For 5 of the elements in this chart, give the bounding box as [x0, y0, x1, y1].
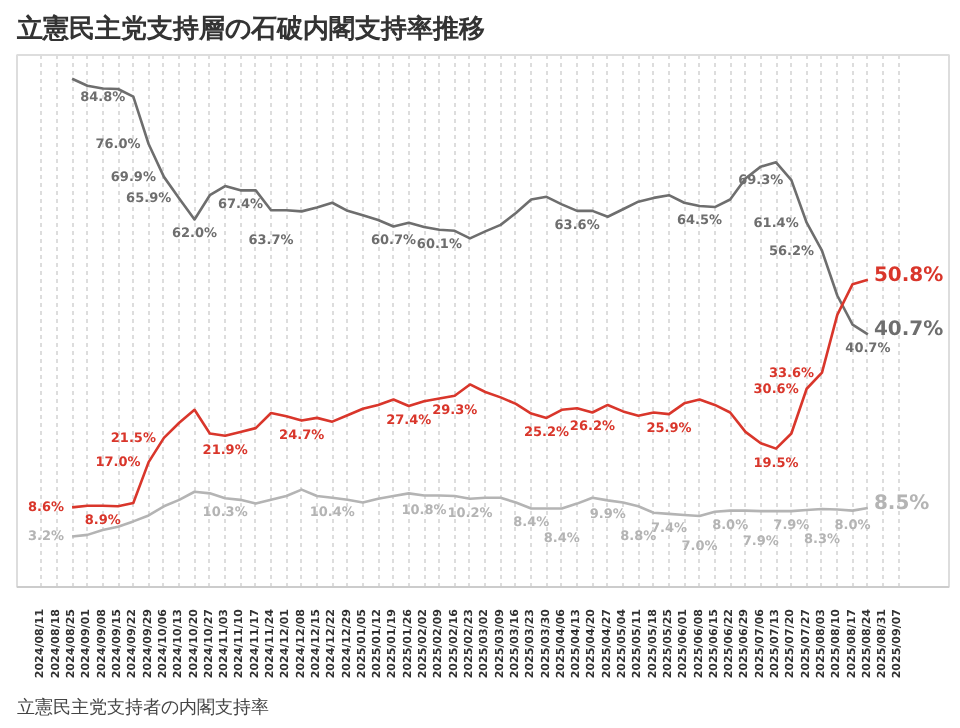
text: 立憲民主党支持者の内閣支持率	[17, 697, 269, 719]
annotation: 40.7%	[873, 319, 944, 342]
annotation: 50.8%	[873, 264, 944, 287]
chart-title: 立憲民主党支持層の石破内閣支持率推移	[15, 13, 485, 45]
annotation: 8.5%	[873, 492, 930, 515]
